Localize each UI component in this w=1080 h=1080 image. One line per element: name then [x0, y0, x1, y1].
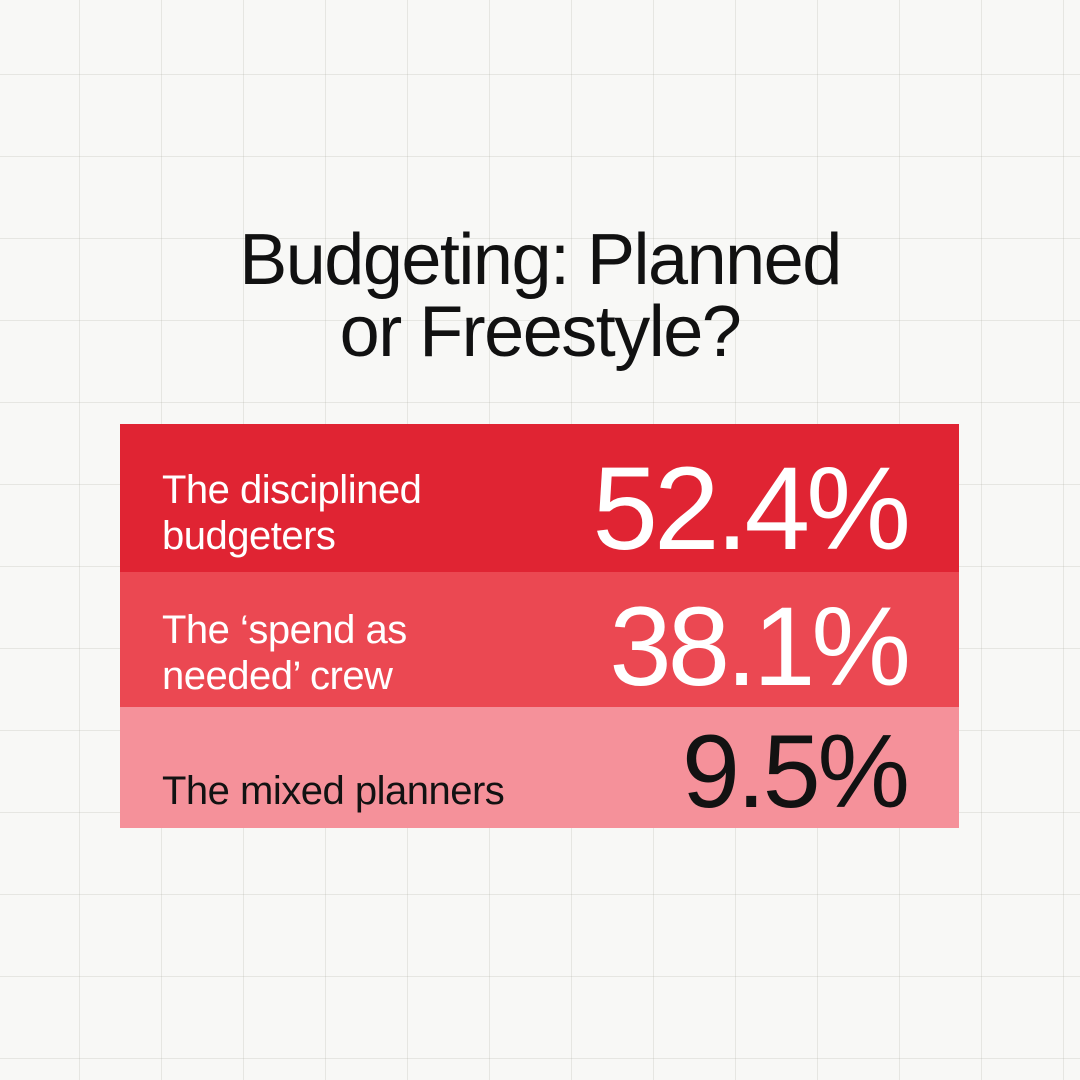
bar-row-spend-as-needed-crew: The ‘spend as needed’ crew 38.1%: [120, 572, 959, 707]
category-label-line-1: The mixed planners: [162, 769, 505, 813]
chart-title: Budgeting: Planned or Freestyle?: [0, 224, 1080, 368]
category-label: The mixed planners: [162, 768, 505, 814]
bar-row-disciplined-budgeters: The disciplined budgeters 52.4%: [120, 424, 959, 572]
percentage-value: 9.5%: [681, 714, 910, 830]
category-label-line-1: The ‘spend as: [162, 608, 407, 652]
category-label-line-1: The disciplined: [162, 468, 422, 512]
percentage-value: 52.4%: [592, 443, 911, 575]
chart-title-line-2: or Freestyle?: [339, 292, 742, 372]
chart-title-line-1: Budgeting: Planned: [239, 220, 842, 300]
category-label: The disciplined budgeters: [162, 467, 422, 559]
category-label-line-2: needed’ crew: [162, 654, 393, 698]
category-label: The ‘spend as needed’ crew: [162, 607, 407, 699]
bar-row-mixed-planners: The mixed planners 9.5%: [120, 707, 959, 828]
category-label-line-2: budgeters: [162, 514, 336, 558]
bar-panel: The disciplined budgeters 52.4% The ‘spe…: [120, 424, 959, 828]
percentage-value: 38.1%: [609, 584, 911, 709]
